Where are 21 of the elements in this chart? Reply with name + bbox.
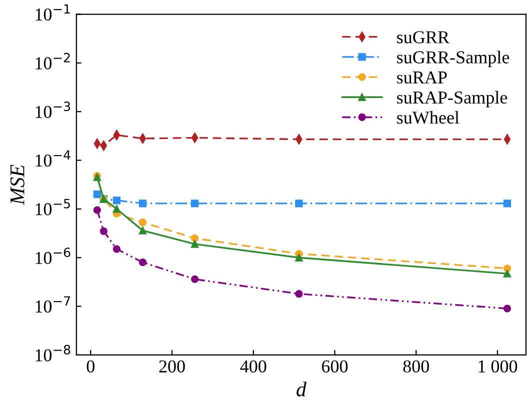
legend-label: suRAP xyxy=(397,71,447,84)
y-axis-title: MSE xyxy=(10,164,24,206)
x-tick-label: 1 000 xyxy=(478,360,518,373)
y-tick-label: 10$^{−8}$ xyxy=(36,344,70,362)
x-tick-label: 400 xyxy=(240,360,266,373)
x-tick-label: 800 xyxy=(403,360,429,373)
y-tick-label: 10$^{−3}$ xyxy=(36,102,70,118)
y-tick-label: 10$^{−1}$ xyxy=(36,4,70,21)
x-tick-label: 600 xyxy=(322,360,348,373)
x-axis-title: d xyxy=(296,382,306,396)
x-tick-label: 0 xyxy=(86,360,94,373)
legend-label: suWheel xyxy=(397,111,460,124)
y-tick-label: 10$^{−6}$ xyxy=(36,248,70,264)
y-tick-label: 10$^{−4}$ xyxy=(36,150,70,167)
y-tick-label: 10$^{−7}$ xyxy=(36,296,70,313)
legend-label: suGRR-Sample xyxy=(397,50,510,68)
y-tick-label: 10$^{−2}$ xyxy=(36,52,70,70)
y-tick-label: 10$^{−5}$ xyxy=(36,198,70,216)
x-tick-label: 200 xyxy=(159,360,185,373)
legend-label: suRAP-Sample xyxy=(397,90,508,108)
legend-label: suGRR xyxy=(397,31,450,44)
